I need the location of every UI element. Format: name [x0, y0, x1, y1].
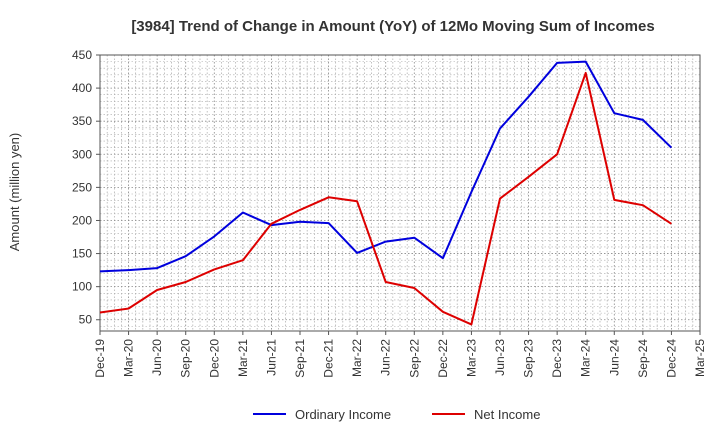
- x-tick-label: Sep-23: [522, 339, 536, 378]
- y-tick-label: 250: [72, 180, 92, 194]
- x-tick-label: Jun-20: [150, 339, 164, 376]
- x-tick-label: Jun-23: [493, 339, 507, 376]
- x-tick-label: Sep-21: [293, 339, 307, 378]
- y-tick-label: 200: [72, 213, 92, 227]
- x-tick-label: Dec-23: [550, 339, 564, 378]
- x-tick-label: Sep-24: [636, 339, 650, 378]
- y-tick-label: 150: [72, 247, 92, 261]
- x-tick-label: Sep-20: [179, 339, 193, 378]
- x-tick-label: Sep-22: [407, 339, 421, 378]
- x-axis: Dec-19 Mar-20 Jun-20 Sep-20 Dec-20 Mar-21 Jun-…: [93, 331, 707, 378]
- plot-frame: [99, 54, 701, 332]
- chart-title: [3984] Trend of Change in Amount (YoY) o…: [131, 18, 654, 35]
- series-group: [99, 60, 673, 326]
- x-tick-label: Dec-24: [664, 339, 678, 378]
- x-tick-label: Dec-22: [436, 339, 450, 378]
- y-tick-label: 300: [72, 147, 92, 161]
- x-tick-label: Mar-25: [693, 339, 707, 377]
- x-tick-label: Dec-21: [322, 339, 336, 378]
- x-tick-label: Mar-24: [579, 339, 593, 377]
- x-tick-label: Dec-20: [207, 339, 221, 378]
- x-tick-label: Mar-23: [464, 339, 478, 377]
- legend: Ordinary Income Net Income: [253, 407, 540, 422]
- y-tick-label: 450: [72, 48, 92, 62]
- x-tick-label: Jun-24: [607, 339, 621, 376]
- y-tick-label: 50: [79, 313, 93, 327]
- y-tick-label: 350: [72, 114, 92, 128]
- series-line-ordinary-income: [99, 60, 673, 273]
- x-tick-label: Dec-19: [93, 339, 107, 378]
- y-axis-label: Amount (million yen): [7, 133, 22, 252]
- series-line-net-income: [99, 71, 672, 326]
- y-axis: 50 100 150 200 250 300 350 400 450: [72, 48, 100, 327]
- x-tick-label: Jun-22: [379, 339, 393, 376]
- x-tick-label: Mar-20: [122, 339, 136, 377]
- y-tick-label: 400: [72, 81, 92, 95]
- legend-label: Ordinary Income: [295, 407, 391, 422]
- grid: [99, 54, 701, 331]
- legend-label: Net Income: [474, 407, 540, 422]
- x-tick-label: Jun-21: [264, 339, 278, 376]
- x-tick-label: Mar-22: [350, 339, 364, 377]
- x-tick-label: Mar-21: [236, 339, 250, 377]
- y-tick-label: 100: [72, 280, 92, 294]
